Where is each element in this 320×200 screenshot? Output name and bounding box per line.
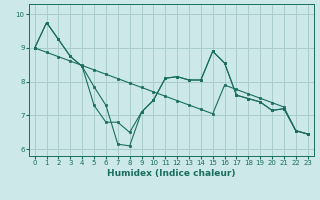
X-axis label: Humidex (Indice chaleur): Humidex (Indice chaleur) [107,169,236,178]
